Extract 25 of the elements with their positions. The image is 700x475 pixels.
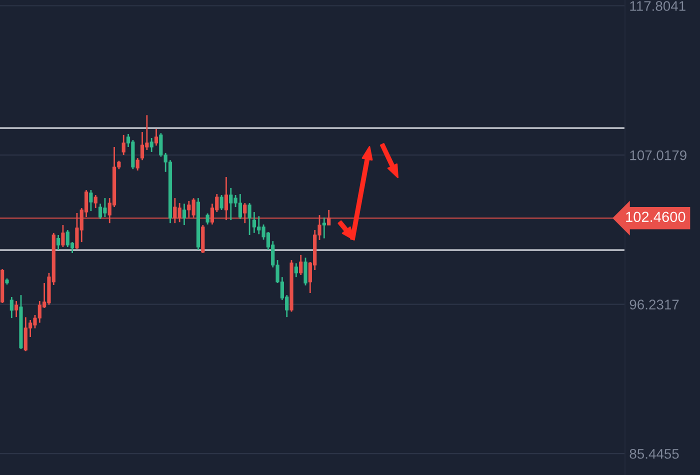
y-tick-label: 107.0179 bbox=[630, 150, 686, 160]
y-tick-label: 117.8041 bbox=[630, 1, 686, 11]
candlestick bbox=[14, 300, 18, 318]
candlestick bbox=[56, 234, 60, 251]
candlestick bbox=[61, 224, 65, 248]
y-tick-label: 85.4455 bbox=[630, 448, 679, 459]
candlestick bbox=[94, 194, 98, 209]
candlestick bbox=[182, 203, 186, 226]
candlestick bbox=[294, 262, 298, 278]
candlestick bbox=[248, 202, 252, 236]
y-tick-label: 96.2317 bbox=[630, 300, 679, 310]
candlestick bbox=[154, 128, 158, 146]
candlestick bbox=[299, 254, 303, 276]
candlestick bbox=[304, 257, 308, 286]
candlestick bbox=[140, 131, 144, 161]
candlestick bbox=[122, 134, 126, 156]
candlestick bbox=[136, 157, 140, 172]
candlestick bbox=[10, 296, 14, 319]
candlestick bbox=[206, 212, 210, 226]
candlestick bbox=[322, 216, 326, 240]
candlestick bbox=[220, 194, 224, 211]
candlestick bbox=[150, 137, 154, 153]
candlestick bbox=[98, 203, 102, 220]
ref-line-label: 102.4600 bbox=[626, 212, 686, 222]
candlestick bbox=[89, 189, 93, 212]
